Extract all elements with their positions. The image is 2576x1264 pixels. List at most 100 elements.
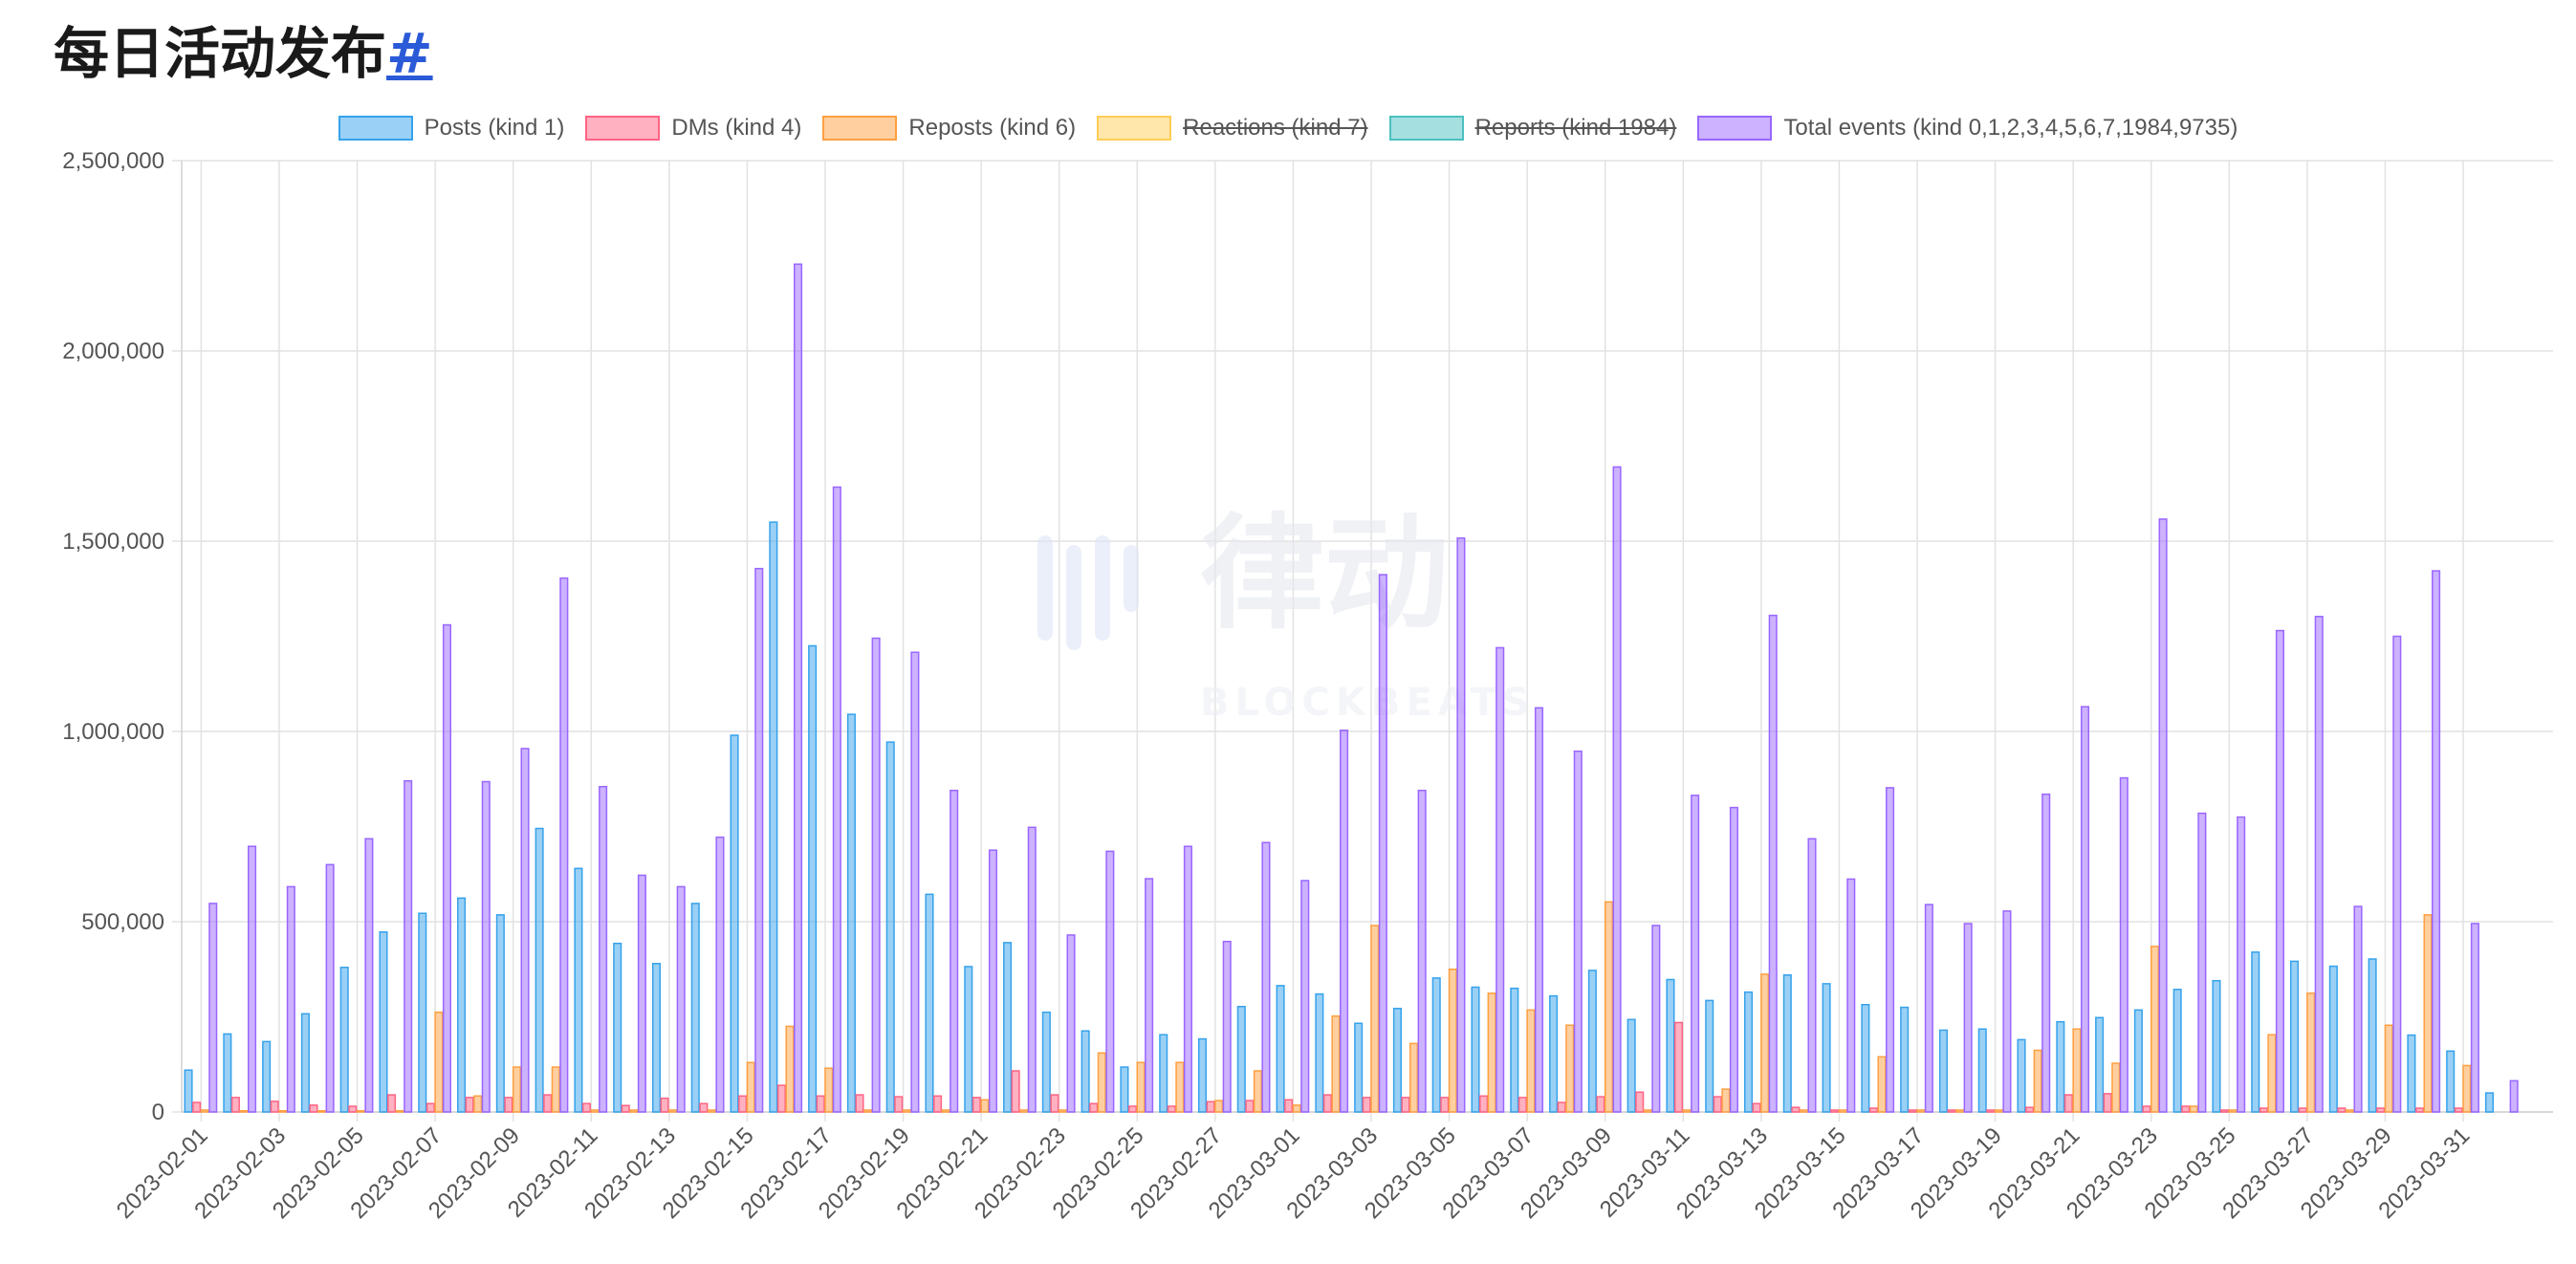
bar-reposts[interactable]: [1799, 1109, 1808, 1113]
bar-dms[interactable]: [816, 1095, 825, 1113]
bar-reposts[interactable]: [629, 1109, 639, 1113]
bar-total[interactable]: [910, 651, 920, 1113]
bar-total[interactable]: [2119, 776, 2128, 1113]
bar-dms[interactable]: [426, 1102, 435, 1113]
bar-posts[interactable]: [1041, 1011, 1051, 1113]
bar-total[interactable]: [871, 637, 881, 1113]
bar-posts[interactable]: [2484, 1092, 2495, 1113]
bar-posts[interactable]: [846, 713, 856, 1113]
bar-reposts[interactable]: [1487, 992, 1496, 1113]
bar-dms[interactable]: [1401, 1097, 1410, 1113]
bar-posts[interactable]: [1197, 1037, 1208, 1113]
bar-reposts[interactable]: [1331, 1014, 1341, 1113]
bar-dms[interactable]: [1517, 1097, 1527, 1113]
bar-posts[interactable]: [2407, 1034, 2416, 1113]
bar-total[interactable]: [2080, 706, 2090, 1113]
bar-posts[interactable]: [1861, 1004, 1870, 1113]
bar-reposts[interactable]: [434, 1011, 444, 1113]
bar-dms[interactable]: [738, 1095, 748, 1113]
bar-posts[interactable]: [1236, 1006, 1246, 1113]
bar-posts[interactable]: [1666, 978, 1675, 1113]
bar-total[interactable]: [1183, 845, 1192, 1113]
bar-posts[interactable]: [2446, 1050, 2456, 1113]
legend-item-reposts[interactable]: Reposts (kind 6): [822, 115, 1076, 142]
bar-total[interactable]: [1534, 707, 1544, 1113]
bar-dms[interactable]: [894, 1096, 904, 1113]
bar-posts[interactable]: [1977, 1028, 1987, 1113]
bar-reposts[interactable]: [239, 1110, 249, 1113]
bar-dms[interactable]: [971, 1097, 981, 1113]
bar-reposts[interactable]: [785, 1025, 795, 1113]
bar-dms[interactable]: [1011, 1070, 1020, 1113]
bar-reposts[interactable]: [395, 1110, 404, 1113]
bar-total[interactable]: [1105, 850, 1115, 1113]
bar-reposts[interactable]: [668, 1109, 678, 1113]
bar-dms[interactable]: [1947, 1109, 1956, 1113]
bar-reposts[interactable]: [2384, 1024, 2393, 1113]
bar-posts[interactable]: [1587, 970, 1597, 1113]
bar-posts[interactable]: [574, 867, 583, 1113]
bar-total[interactable]: [794, 263, 803, 1113]
bar-dms[interactable]: [1908, 1109, 1917, 1113]
bar-posts[interactable]: [1081, 1030, 1090, 1113]
bar-dms[interactable]: [1362, 1097, 1371, 1113]
bar-reposts[interactable]: [2150, 946, 2160, 1113]
bar-posts[interactable]: [379, 931, 388, 1113]
bar-reposts[interactable]: [590, 1109, 600, 1113]
bar-dms[interactable]: [699, 1102, 709, 1113]
bar-reposts[interactable]: [1760, 973, 1770, 1113]
bar-reposts[interactable]: [2228, 1109, 2238, 1113]
bar-dms[interactable]: [1245, 1100, 1255, 1113]
bar-dms[interactable]: [348, 1105, 358, 1113]
bar-posts[interactable]: [1003, 942, 1013, 1113]
bar-total[interactable]: [286, 885, 295, 1113]
bar-reposts[interactable]: [1604, 901, 1614, 1113]
bar-reposts[interactable]: [1916, 1109, 1926, 1113]
bar-posts[interactable]: [964, 966, 973, 1113]
bar-total[interactable]: [1573, 750, 1583, 1113]
bar-posts[interactable]: [300, 1013, 310, 1113]
bar-dms[interactable]: [2454, 1107, 2463, 1113]
bar-posts[interactable]: [1549, 994, 1559, 1113]
bar-total[interactable]: [248, 845, 257, 1113]
bar-dms[interactable]: [1635, 1091, 1645, 1113]
bar-total[interactable]: [208, 903, 218, 1113]
bar-reposts[interactable]: [1565, 1024, 1575, 1113]
bar-total[interactable]: [364, 838, 374, 1113]
bar-dms[interactable]: [2298, 1107, 2307, 1113]
bar-total[interactable]: [520, 748, 530, 1113]
bar-total[interactable]: [1495, 646, 1505, 1113]
bar-reposts[interactable]: [1019, 1109, 1029, 1113]
bar-total[interactable]: [950, 789, 959, 1113]
bar-posts[interactable]: [1822, 983, 1831, 1113]
bar-reposts[interactable]: [1994, 1109, 2003, 1113]
bar-dms[interactable]: [1167, 1105, 1176, 1113]
bar-reposts[interactable]: [902, 1109, 911, 1113]
bar-total[interactable]: [2470, 923, 2479, 1113]
bar-reposts[interactable]: [1682, 1109, 1692, 1113]
bar-reposts[interactable]: [2423, 914, 2433, 1113]
bar-dms[interactable]: [2181, 1105, 2191, 1113]
bar-posts[interactable]: [418, 912, 427, 1113]
bar-posts[interactable]: [925, 893, 934, 1113]
bar-posts[interactable]: [495, 914, 505, 1113]
bar-reposts[interactable]: [1877, 1056, 1887, 1113]
bar-dms[interactable]: [230, 1097, 240, 1113]
bar-total[interactable]: [2237, 816, 2246, 1113]
bar-reposts[interactable]: [1136, 1061, 1146, 1113]
bar-total[interactable]: [754, 567, 764, 1113]
bar-posts[interactable]: [690, 903, 700, 1113]
bar-total[interactable]: [1963, 923, 1973, 1113]
bar-dms[interactable]: [1673, 1021, 1684, 1113]
bar-total[interactable]: [1612, 466, 1622, 1113]
bar-dms[interactable]: [1206, 1101, 1215, 1113]
bar-reposts[interactable]: [2462, 1064, 2472, 1113]
title-anchor-link[interactable]: #: [386, 21, 433, 86]
bar-reposts[interactable]: [1214, 1100, 1224, 1113]
bar-posts[interactable]: [1626, 1018, 1636, 1113]
bar-posts[interactable]: [535, 827, 544, 1113]
bar-total[interactable]: [2392, 635, 2402, 1113]
bar-total[interactable]: [2002, 910, 2012, 1113]
bar-total[interactable]: [715, 836, 725, 1113]
bar-posts[interactable]: [1431, 977, 1441, 1113]
